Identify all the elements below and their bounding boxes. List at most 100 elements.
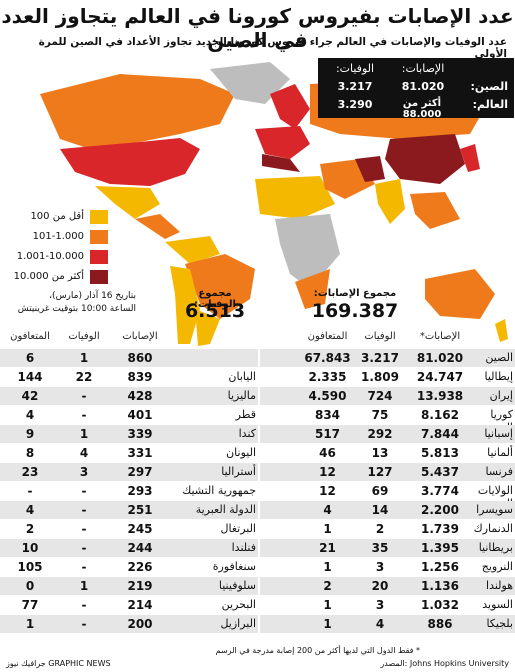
table-row: قطر 401 - 4 — [0, 406, 258, 424]
row-cases: 886 — [427, 617, 453, 631]
table-row: إسبانيا 7.844 292 517 — [260, 425, 515, 443]
row-country-name: سنغافورة — [212, 560, 256, 573]
legend-item: 101-1.000 — [6, 230, 116, 246]
row-country-name: اليابان — [228, 370, 256, 383]
row-cases: 1.032 — [421, 598, 459, 612]
map-iran — [355, 156, 385, 182]
row-deaths: 1 — [79, 351, 89, 365]
infographic-title: عدد الإصابات بفيروس كورونا في العالم يتج… — [1, 4, 514, 52]
table-row: إيطاليا 24.747 1.809 2.335 — [260, 368, 515, 386]
table-row: اليونان 331 4 8 — [0, 444, 258, 462]
row-cases: 24.747 — [416, 370, 464, 384]
header-cases: الإصابات — [122, 331, 158, 342]
row-country-name: الصين — [485, 351, 513, 364]
row-country-name: هولندا — [486, 579, 513, 592]
row-recovered: 9 — [25, 427, 35, 441]
row-country-name: بريطانيا — [478, 541, 513, 554]
row-recovered: 1 — [323, 617, 332, 631]
table-row: النرويج 1.256 3 1 — [260, 558, 515, 576]
row-deaths: 14 — [371, 503, 389, 517]
legend-swatch — [90, 210, 108, 224]
map-usa — [60, 138, 200, 186]
row-recovered: 1 — [25, 617, 35, 631]
summary-china-row: الصين: 81.020 3.217 — [318, 80, 514, 96]
row-cases: 293 — [127, 484, 153, 498]
table-row: أستراليا 297 3 23 — [0, 463, 258, 481]
date-note-line2: الساعة 10:00 بتوقيت غرينيتش — [17, 304, 136, 314]
row-deaths: - — [81, 560, 87, 574]
row-deaths: 127 — [367, 465, 393, 479]
footer-source: المصدر: Johns Hopkins University — [380, 659, 509, 668]
row-deaths: 13 — [371, 446, 389, 460]
row-country-name: قطر — [235, 408, 256, 421]
legend-label: 1.001-10.000 — [16, 251, 84, 262]
row-deaths: - — [81, 503, 87, 517]
total-deaths-value: 6.513 — [184, 300, 246, 322]
row-recovered: 10 — [21, 541, 39, 555]
row-cases: 219 — [127, 579, 153, 593]
row-country-name: فرنسا — [485, 465, 513, 478]
summary-world-cases: أكثر من 88.000 — [402, 98, 442, 120]
table-row: اليابان 839 22 144 — [0, 368, 258, 386]
row-country-name: إيطاليا — [484, 370, 513, 383]
map-alaska-greenland — [210, 62, 290, 104]
row-cases: 3.774 — [421, 484, 459, 498]
table-row: ماليزيا 428 - 42 — [0, 387, 258, 405]
summary-china-label: الصين: — [470, 80, 508, 93]
row-deaths: 3.217 — [361, 351, 399, 365]
row-cases: 7.844 — [421, 427, 459, 441]
row-cases: 5.437 — [421, 465, 459, 479]
row-recovered: 21 — [319, 541, 336, 555]
legend-item: أكثر من 10.000 — [6, 270, 116, 286]
row-deaths: 1.809 — [361, 370, 399, 384]
table-row: جمهورية التشيك 293 - - — [0, 482, 258, 500]
row-country-name: ماليزيا — [227, 389, 256, 402]
table-row: السويد 1.032 3 1 — [260, 596, 515, 614]
row-recovered: 1 — [323, 560, 332, 574]
row-country-name: إسبانيا — [484, 427, 513, 440]
map-southeast-asia — [410, 192, 460, 229]
row-deaths: 3 — [79, 465, 89, 479]
row-country-name: الدولة العبرية — [195, 503, 256, 516]
row-cases: 331 — [127, 446, 153, 460]
table-row: سويسرا 2.200 14 4 — [260, 501, 515, 519]
infographic-subtitle: عدد الوفيات والإصابات في العالم جراء فير… — [38, 36, 507, 60]
table-row: هولندا 1.136 20 2 — [260, 577, 515, 595]
row-deaths: - — [81, 389, 87, 403]
table-row: البرازيل 200 - 1 — [0, 615, 258, 633]
summary-world-label: العالم: — [472, 98, 508, 111]
legend-label: أكثر من 10.000 — [13, 271, 84, 282]
row-recovered: 2 — [25, 522, 35, 536]
row-recovered: 42 — [21, 389, 39, 403]
table-row: البرتغال 245 - 2 — [0, 520, 258, 538]
summary-header-cases: الإصابات: — [401, 62, 445, 75]
row-recovered: 834 — [314, 408, 341, 422]
row-country-name: فنلندا — [231, 541, 256, 554]
summary-world-deaths: 3.290 — [337, 98, 373, 111]
header-recovered: المتعافون — [307, 331, 348, 342]
left-table-header: الإصابات الوفيات المتعافون — [0, 329, 258, 347]
row-country-name: سلوفينيا — [218, 579, 256, 592]
table-row: البحرين 214 - 77 — [0, 596, 258, 614]
row-recovered: 4 — [25, 408, 35, 422]
map-central-america — [135, 214, 180, 239]
table-row: سلوفينيا 219 1 0 — [0, 577, 258, 595]
summary-header-deaths: الوفيات: — [335, 62, 375, 75]
total-deaths-label: مجموع الوفيات: — [194, 288, 236, 310]
header-cases: الإصابات* — [419, 331, 461, 342]
row-recovered: 12 — [319, 484, 336, 498]
map-north-africa — [255, 176, 335, 219]
row-country-name: السويد — [482, 598, 513, 611]
row-country-name: سويسرا — [476, 503, 513, 516]
header-deaths: الوفيات — [68, 331, 100, 342]
map-china — [385, 134, 465, 184]
row-country-name: الدنمارك — [473, 522, 513, 535]
row-cases: 81.020 — [416, 351, 464, 365]
footer-note: * فقط الدول التي لديها أكثر من 200 إصابة… — [215, 646, 420, 655]
row-cases: 401 — [127, 408, 153, 422]
header-recovered: المتعافون — [10, 331, 50, 342]
row-recovered: 2 — [323, 579, 332, 593]
row-cases: 860 — [127, 351, 153, 365]
world-map — [40, 62, 508, 346]
row-cases: 214 — [127, 598, 153, 612]
